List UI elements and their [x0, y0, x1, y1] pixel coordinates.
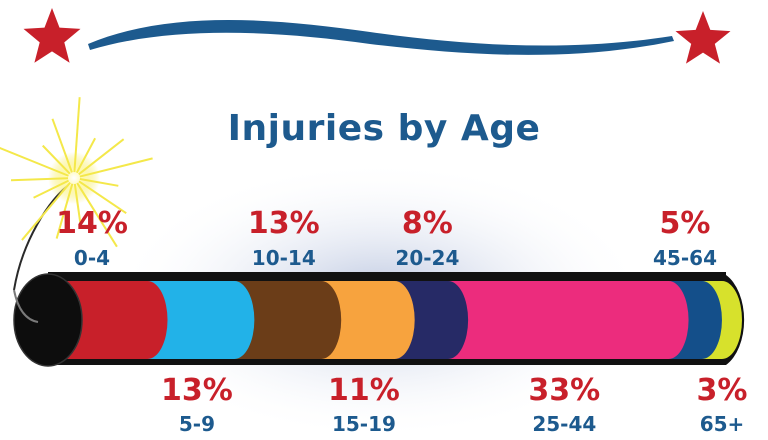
- bar-segment-20-24: [394, 281, 469, 359]
- spark-ray: [0, 147, 69, 177]
- value-label-65+: 3%: [696, 373, 748, 408]
- chart-title: Injuries by Age: [227, 108, 541, 149]
- spark-ray: [73, 183, 82, 223]
- value-label-45-64: 5%: [659, 206, 711, 241]
- category-label-25-44: 25-44: [532, 412, 597, 436]
- spark-ray: [73, 97, 81, 173]
- spark-icon: [0, 97, 153, 248]
- spark-ray: [79, 157, 153, 178]
- category-label-45-64: 45-64: [653, 246, 717, 270]
- bar-segment-10-14: [234, 281, 342, 359]
- value-label-20-24: 8%: [401, 206, 453, 241]
- spark-ray: [79, 178, 119, 187]
- value-label-5-9: 13%: [161, 373, 233, 408]
- category-label-20-24: 20-24: [395, 246, 460, 270]
- spark-ray: [11, 177, 69, 182]
- spark-ray: [78, 138, 125, 176]
- ribbon-swash: [88, 19, 674, 55]
- spark-ray: [78, 180, 127, 215]
- spark-ray: [76, 182, 118, 248]
- value-label-0-4: 14%: [56, 206, 128, 241]
- tube-rim-top: [48, 272, 726, 279]
- bar-segment-5-9: [147, 281, 255, 359]
- bar-segment-15-19: [321, 281, 415, 359]
- tube-end-cap: [13, 273, 83, 367]
- firecracker-tube: [13, 272, 745, 367]
- spark-ray: [33, 179, 70, 199]
- value-label-25-44: 33%: [528, 373, 601, 408]
- value-label-10-14: 13%: [247, 206, 320, 241]
- spark-ray: [42, 144, 71, 175]
- value-label-15-19: 11%: [328, 373, 400, 408]
- category-label-0-4: 0-4: [73, 246, 111, 270]
- category-label-10-14: 10-14: [251, 246, 316, 270]
- spark-ray: [21, 181, 71, 241]
- spark-ray: [55, 183, 74, 239]
- spark-ray: [75, 137, 97, 174]
- category-label-5-9: 5-9: [178, 412, 216, 436]
- right-star-icon: [675, 11, 731, 64]
- fuse-tail: [13, 289, 39, 323]
- spark-ray: [51, 118, 73, 173]
- category-label-15-19: 15-19: [331, 412, 396, 436]
- left-star-icon: [23, 8, 81, 63]
- bar-segment-0-4: [54, 281, 168, 359]
- category-label-65+: 65+: [699, 412, 745, 436]
- bar-segment-25-44: [448, 281, 689, 359]
